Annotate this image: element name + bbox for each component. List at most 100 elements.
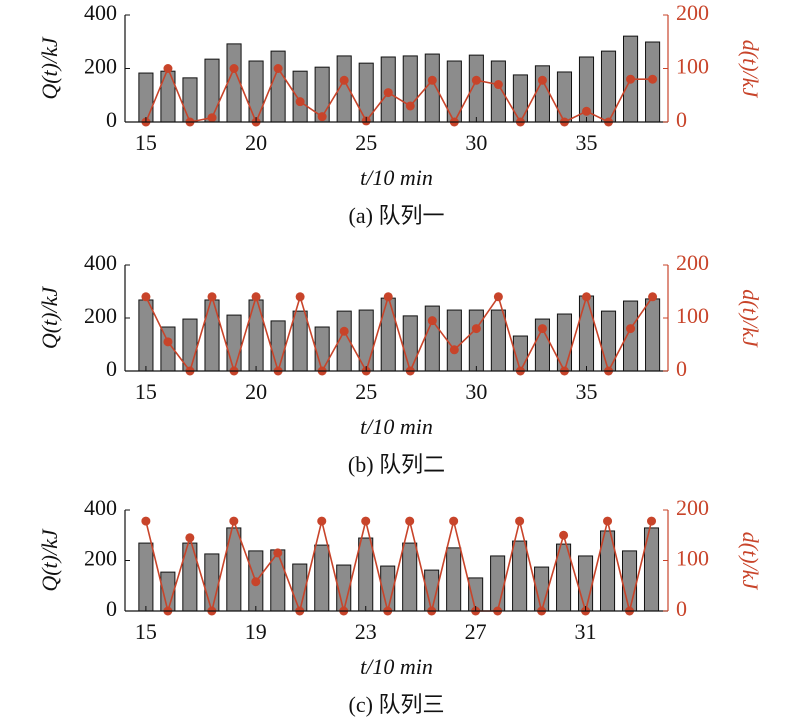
x-tick-label: 35 [575,379,597,404]
bar [292,310,308,372]
point [449,345,459,355]
line [145,293,654,374]
y-tick-label: 0 [106,356,117,381]
bar [226,43,242,123]
panel: 15 19 23 27 31 0 200 400 0 100 200 Q(t)/kJ d(t)/kJ t/… [37,495,763,717]
y2-tick-label: 200 [676,250,709,275]
point [251,577,261,587]
y-axis-label: Q(t)/kJ [37,286,62,350]
point [449,516,459,526]
point [383,292,393,302]
bar [138,299,154,372]
point [626,74,636,84]
point [537,324,547,334]
bar [621,550,638,612]
y2-tick-label: 100 [676,546,709,571]
point [207,113,217,123]
x-tick-label: 15 [135,619,157,644]
point [185,533,195,543]
point [581,292,591,302]
point [273,64,283,73]
y2-tick-label: 0 [676,596,687,621]
bar [292,70,308,123]
bar [204,58,220,123]
bar [314,326,330,372]
y-tick-label: 400 [84,495,117,520]
point [648,74,658,84]
point [317,112,327,122]
y2-tick-label: 0 [676,356,687,381]
bar [534,65,550,123]
point [626,324,636,334]
point [339,75,349,85]
bar [578,295,595,372]
y2-tick-label: 0 [676,107,687,132]
bar [556,71,573,123]
point [648,292,658,302]
y-tick-label: 0 [106,107,117,132]
point [163,337,173,347]
bar [270,50,286,123]
point [515,516,525,526]
bar [248,60,264,123]
x-tick-label: 20 [245,379,267,404]
x-axis-label: t/10 min [360,414,433,439]
point [471,75,481,85]
point [559,530,569,540]
point [493,292,503,302]
y-axis-label: Q(t)/kJ [37,528,62,592]
x-tick-label: 35 [575,130,597,155]
point [603,516,613,526]
x-tick-label: 25 [355,130,377,155]
panel: 15 20 25 30 35 0 200 400 0 100 200 Q(t)/kJ d(t)/kJ t/… [37,0,763,228]
bar [358,537,374,612]
point [339,326,349,336]
y2-tick-label: 100 [676,303,709,328]
point [273,548,283,558]
x-tick-label: 15 [135,379,157,404]
panel: 15 20 25 30 35 0 200 400 0 100 200 Q(t)/kJ d(t)/kJ t/… [37,250,763,477]
point [383,88,393,98]
x-tick-label: 23 [355,619,377,644]
point [295,292,305,302]
y2-axis-label: d(t)/kJ [738,40,763,99]
point [207,292,217,302]
point [405,101,415,111]
bar [490,309,506,372]
bar [402,315,418,372]
caption: (a) 队列一 [349,203,445,228]
bar [446,547,462,612]
y-tick-label: 400 [84,0,117,25]
y-tick-label: 200 [84,303,117,328]
y-tick-label: 0 [106,596,117,621]
point [493,80,503,90]
bar [138,542,154,612]
point [405,516,415,526]
x-tick-label: 25 [355,379,377,404]
caption: (c) 队列三 [349,692,445,717]
x-tick-label: 30 [465,130,487,155]
bar [314,544,330,612]
line [145,66,653,125]
x-tick-label: 19 [245,619,267,644]
point [141,516,151,526]
y2-tick-label: 200 [676,0,709,25]
x-tick-label: 27 [465,619,487,644]
bar [446,309,462,372]
point [471,324,481,334]
point [537,75,547,85]
x-tick-label: 20 [245,130,267,155]
bar [578,555,594,612]
x-axis-label: t/10 min [360,165,433,190]
x-axis-label: t/10 min [360,654,433,679]
y2-tick-label: 100 [676,54,709,79]
y2-axis-label: d(t)/kJ [738,289,763,348]
point [427,316,437,326]
y2-tick-label: 200 [676,495,709,520]
bar [380,297,396,372]
bar [226,314,242,372]
y-tick-label: 200 [84,546,117,571]
y-tick-label: 200 [84,54,117,79]
bar [402,55,418,123]
